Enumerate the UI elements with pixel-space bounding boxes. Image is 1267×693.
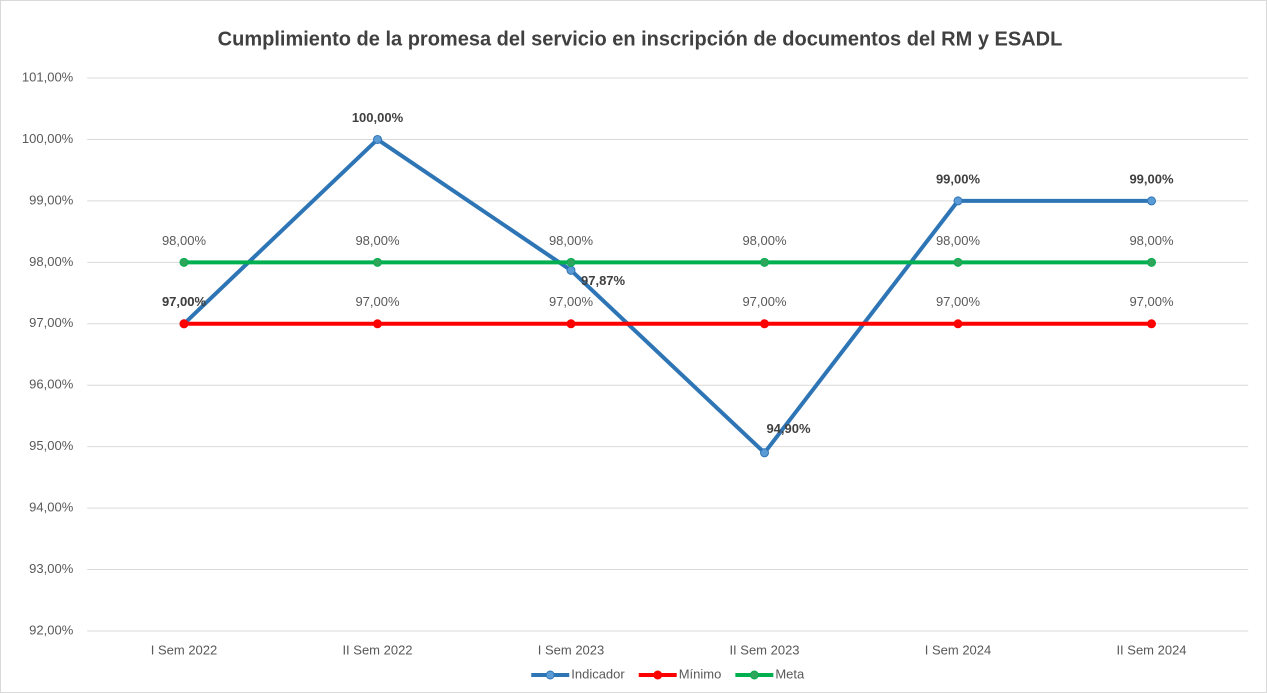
y-tick-label: 101,00% bbox=[22, 69, 74, 84]
data-label: 97,00% bbox=[742, 294, 787, 309]
marker bbox=[373, 134, 382, 144]
marker bbox=[953, 196, 963, 206]
marker bbox=[373, 257, 382, 267]
y-tick-label: 97,00% bbox=[29, 315, 74, 330]
data-label: 98,00% bbox=[742, 233, 787, 248]
y-tick-label: 96,00% bbox=[29, 377, 74, 392]
data-label: 97,00% bbox=[162, 294, 207, 309]
marker bbox=[760, 257, 769, 267]
marker bbox=[760, 319, 769, 329]
marker bbox=[566, 257, 576, 267]
marker bbox=[179, 319, 189, 329]
data-label: 100,00% bbox=[352, 110, 404, 125]
data-label: 98,00% bbox=[355, 233, 400, 248]
y-tick-label: 94,00% bbox=[29, 500, 74, 515]
legend-marker bbox=[749, 670, 759, 680]
legend-label: Meta bbox=[775, 666, 805, 681]
marker bbox=[760, 448, 769, 458]
marker bbox=[566, 265, 576, 275]
y-tick-label: 92,00% bbox=[29, 622, 74, 637]
x-tick-label: I Sem 2024 bbox=[925, 642, 992, 657]
y-tick-label: 95,00% bbox=[29, 438, 74, 453]
data-label: 98,00% bbox=[936, 233, 981, 248]
x-tick-label: I Sem 2022 bbox=[151, 642, 218, 657]
marker bbox=[566, 319, 576, 329]
data-label: 97,00% bbox=[549, 294, 594, 309]
y-tick-label: 100,00% bbox=[22, 131, 74, 146]
data-label: 98,00% bbox=[162, 233, 207, 248]
legend-marker bbox=[545, 670, 555, 680]
y-tick-label: 99,00% bbox=[29, 192, 74, 207]
series-line bbox=[182, 137, 1152, 455]
marker bbox=[953, 257, 963, 267]
data-label: 97,87% bbox=[581, 273, 626, 288]
legend-label: Indicador bbox=[571, 666, 625, 681]
x-tick-label: II Sem 2024 bbox=[1116, 642, 1186, 657]
marker bbox=[953, 319, 963, 329]
x-tick-label: I Sem 2023 bbox=[538, 642, 605, 657]
marker bbox=[1147, 196, 1156, 206]
y-tick-label: 93,00% bbox=[29, 561, 74, 576]
legend-marker bbox=[653, 670, 663, 680]
data-label: 94,90% bbox=[766, 421, 811, 436]
data-label: 99,00% bbox=[936, 171, 981, 186]
chart-title: Cumplimiento de la promesa del servicio … bbox=[218, 28, 1063, 50]
data-label: 97,00% bbox=[162, 294, 207, 309]
marker bbox=[373, 319, 382, 329]
y-tick-label: 98,00% bbox=[29, 254, 74, 269]
data-label: 98,00% bbox=[1129, 233, 1174, 248]
data-label: 97,00% bbox=[936, 294, 981, 309]
legend: Indicador Mínimo Meta bbox=[531, 666, 805, 681]
data-label: 97,00% bbox=[355, 294, 400, 309]
data-label: 99,00% bbox=[1129, 171, 1174, 186]
marker bbox=[1147, 319, 1156, 329]
legend-label: Mínimo bbox=[679, 666, 722, 681]
x-tick-label: II Sem 2022 bbox=[342, 642, 412, 657]
data-label: 97,00% bbox=[1129, 294, 1174, 309]
marker bbox=[1147, 257, 1156, 267]
x-tick-label: II Sem 2023 bbox=[729, 642, 799, 657]
marker bbox=[179, 257, 189, 267]
data-label: 98,00% bbox=[549, 233, 594, 248]
